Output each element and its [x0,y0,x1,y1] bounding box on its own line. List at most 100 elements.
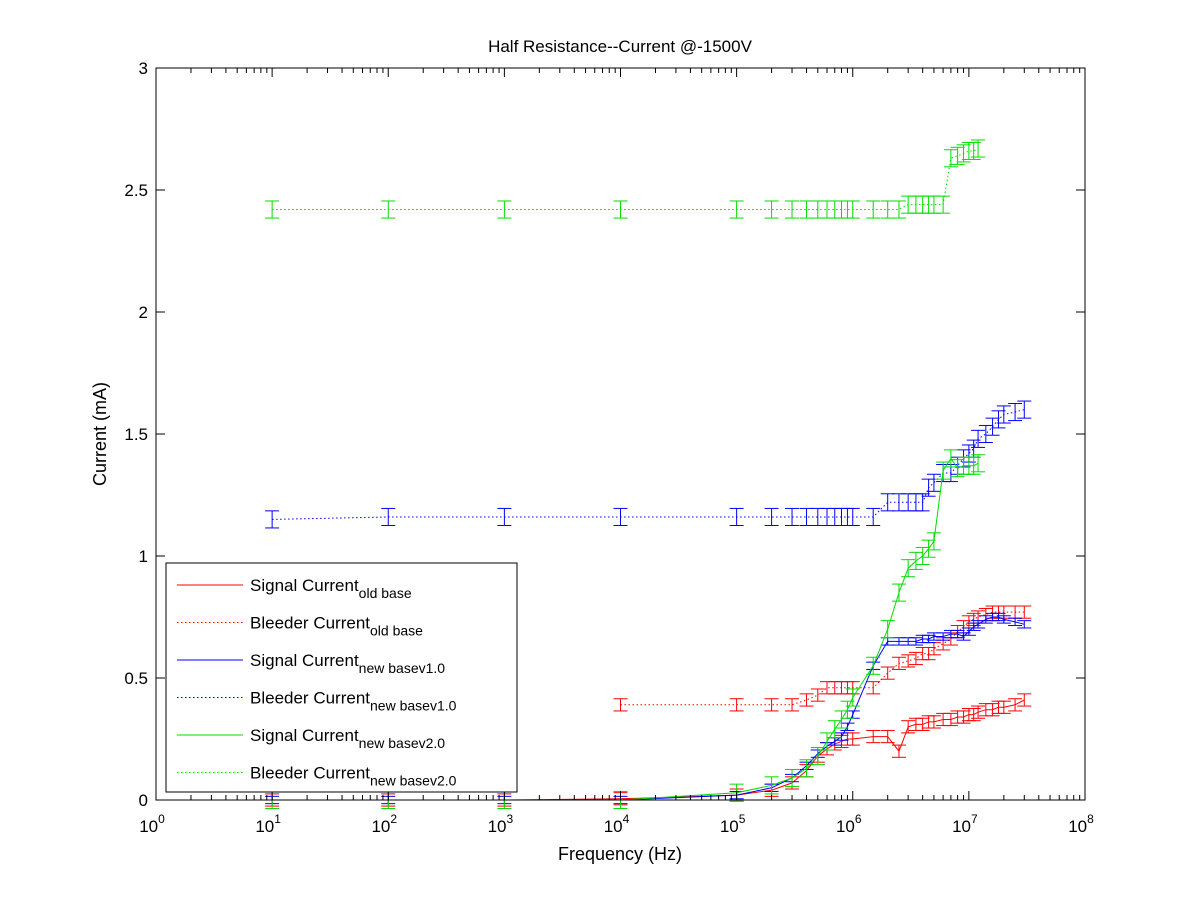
legend-label: Signal Currentnew basev2.0 [250,726,445,751]
x-tick-label: 106 [836,812,862,836]
x-tick-exponent: 0 [158,812,165,826]
x-tick-base: 10 [1068,817,1087,836]
x-tick-exponent: 2 [390,812,397,826]
legend-label-name: Bleeder Current [250,764,370,783]
legend-label: Bleeder Currentold base [250,614,423,639]
legend-label: Bleeder Currentnew basev1.0 [250,689,457,714]
legend-label-name: Signal Current [250,576,359,595]
error-bar [915,546,930,566]
x-tick-label: 100 [139,812,165,836]
error-bar [950,629,965,639]
legend-item: Bleeder Currentold base [177,614,423,639]
error-bar [265,200,280,219]
x-tick-exponent: 3 [506,812,513,826]
y-tick-label: 2.5 [124,181,148,200]
legend-box [165,562,518,793]
legend-label: Signal Currentnew basev1.0 [250,651,445,676]
legend-label-name: Signal Current [250,651,359,670]
y-tick-label: 1 [139,547,148,566]
error-bar [996,615,1011,624]
error-bar [921,539,936,558]
x-tick-label: 101 [255,812,281,836]
legend-label: Bleeder Currentnew basev2.0 [250,764,457,789]
error-bar [265,510,280,529]
error-bar [996,405,1011,424]
y-tick-label: 1.5 [124,425,148,444]
legend-label-subscript: old base [359,585,412,601]
legend-label-subscript: new basev1.0 [370,698,457,714]
error-bar [819,732,834,751]
legend-item: Signal Currentnew basev1.0 [177,651,445,676]
error-bar [845,688,860,707]
error-bar [785,769,800,788]
y-tick-label: 0.5 [124,669,148,688]
error-bar [880,729,895,744]
error-bar [613,200,628,219]
error-bar [936,632,951,641]
x-tick-base: 10 [836,817,855,836]
error-bar [996,700,1011,714]
error-bar [901,559,916,578]
error-bar [956,632,971,641]
error-bar [729,200,744,219]
legend-item: Signal Currentold base [177,576,412,601]
error-bar [840,722,855,731]
x-tick-label: 105 [720,812,746,836]
error-bar [840,700,855,719]
legend-label-name: Bleeder Current [250,614,370,633]
error-bar [381,200,396,219]
error-bar [891,656,906,670]
error-bar [901,720,916,734]
error-bar [991,612,1006,622]
error-bar [866,681,881,695]
x-tick-exponent: 4 [623,812,630,826]
error-bar [866,200,881,219]
error-bar [729,507,744,526]
x-tick-label: 108 [1068,812,1094,836]
error-bar [785,698,800,712]
error-bar [921,478,936,497]
error-bar [1008,617,1023,627]
error-bar [1017,400,1032,419]
error-bar [985,417,1000,436]
x-tick-base: 10 [488,817,507,836]
x-tick-base: 10 [371,817,390,836]
error-bar [866,507,881,526]
error-bar [936,461,951,480]
legend-label-name: Bleeder Current [250,689,370,708]
x-tick-base: 10 [952,817,971,836]
error-bar [764,776,779,795]
legend-item: Bleeder Currentnew basev1.0 [177,689,457,714]
error-bar [834,710,849,729]
x-tick-label: 103 [488,812,514,836]
error-bar [764,507,779,526]
error-bar [908,551,923,570]
x-tick-label: 102 [371,812,397,836]
error-bar [729,698,744,712]
error-bar [921,647,936,661]
error-bar [926,532,941,551]
error-bar [1017,693,1032,707]
error-bar [891,744,906,758]
error-bar [497,507,512,526]
y-tick-label: 3 [139,59,148,78]
error-bar [921,634,936,644]
legend-item: Bleeder Currentnew basev2.0 [177,764,457,789]
error-bar [866,656,881,675]
error-bar [764,698,779,712]
x-tick-base: 10 [720,817,739,836]
chart-title: Half Resistance--Current @-1500V [488,37,753,56]
error-bar [613,698,628,712]
error-bar [764,200,779,219]
error-bar [1008,698,1023,712]
error-bar [1008,403,1023,422]
legend-label-name: Signal Current [250,726,359,745]
error-bar [810,688,825,702]
y-tick-label: 0 [139,791,148,810]
series-dotted [265,139,986,219]
legend-item: Signal Currentnew basev2.0 [177,726,445,751]
error-bar [799,693,814,707]
error-bar [908,637,923,646]
error-bar [926,473,941,492]
